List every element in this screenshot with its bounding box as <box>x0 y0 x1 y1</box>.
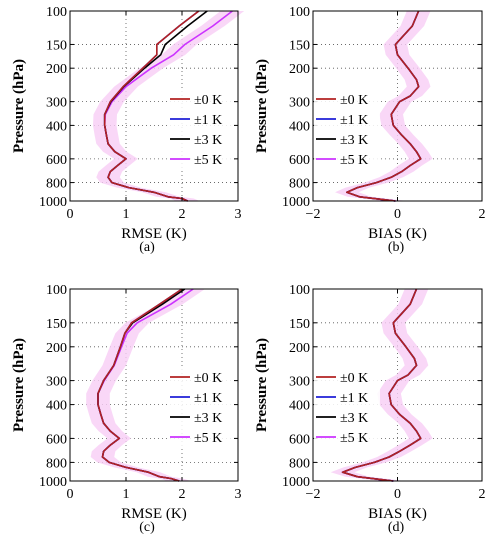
y-tick-label: 800 <box>46 456 67 471</box>
x-tick-label: 2 <box>479 487 486 502</box>
plot-frame <box>69 288 239 482</box>
legend-label: ±1 K <box>194 391 222 406</box>
legend-label: ±3 K <box>194 411 222 426</box>
y-tick-label: 100 <box>46 283 67 298</box>
y-tick-label: 150 <box>46 317 67 332</box>
y-tick-label: 600 <box>289 153 310 168</box>
uncertainty-band <box>330 289 433 481</box>
x-tick-label: 0 <box>67 207 74 222</box>
panel-c: 0 1 2 3 100 150 200 300 400 600 800 1000 RMSE (K) Pre… <box>11 283 242 535</box>
y-tick-label: 400 <box>46 119 67 134</box>
series-line-0KK <box>341 288 422 482</box>
legend-label: ±5 K <box>340 431 368 446</box>
y-tick-label: 600 <box>46 153 67 168</box>
uncertainty-band <box>86 289 205 481</box>
panel-a: 0 1 2 3 100 150 200 300 400 600 800 1000 RMSE (K) Pre… <box>11 5 245 255</box>
y-tick-label: 200 <box>46 341 67 356</box>
y-tick-label: 200 <box>289 62 310 77</box>
legend-label: ±0 K <box>194 93 222 108</box>
y-axis-label: Pressure (hPa) <box>254 59 270 153</box>
y-tick-label: 100 <box>289 283 310 298</box>
panel-caption: (c) <box>139 520 155 535</box>
y-tick-label: 400 <box>46 399 67 414</box>
y-tick-label: 300 <box>289 96 310 111</box>
legend-label: ±0 K <box>340 93 368 108</box>
y-axis-label: Pressure (hPa) <box>254 338 270 432</box>
x-tick-label: 1 <box>123 207 130 222</box>
legend-box <box>168 366 234 448</box>
x-axis-label: RMSE (K) <box>121 226 186 242</box>
y-tick-label: 200 <box>46 62 67 77</box>
y-tick-label: 100 <box>289 5 310 20</box>
uncertainty-band <box>93 11 245 201</box>
legend-label: ±5 K <box>340 153 368 168</box>
series-line-0KK <box>103 10 200 202</box>
y-tick-label: 800 <box>289 456 310 471</box>
y-tick-label: 400 <box>289 399 310 414</box>
x-axis-label: BIAS (K) <box>368 226 427 242</box>
y-tick-label: 150 <box>289 317 310 332</box>
x-axis-label: BIAS (K) <box>368 506 427 522</box>
x-tick-label: 2 <box>479 207 486 222</box>
legend-label: ±3 K <box>194 133 222 148</box>
panel-d: −2 0 2 100 150 200 300 400 600 800 1000 BIAS (K) Pre… <box>254 283 486 535</box>
x-tick-label: 1 <box>123 487 130 502</box>
x-tick-label: 2 <box>179 207 186 222</box>
y-tick-label: 600 <box>289 432 310 447</box>
legend-label: ±0 K <box>194 371 222 386</box>
legend-box <box>314 88 380 170</box>
legend-label: ±1 K <box>340 113 368 128</box>
y-tick-label: 800 <box>289 177 310 192</box>
panel-caption: (d) <box>388 520 405 535</box>
x-tick-label: −2 <box>306 207 321 222</box>
legend-box <box>168 88 234 170</box>
series-line-0KK <box>346 10 422 202</box>
series-line-0KK <box>97 288 183 482</box>
y-tick-label: 600 <box>46 432 67 447</box>
legend-label: ±3 K <box>340 133 368 148</box>
x-tick-label: −2 <box>306 487 321 502</box>
y-tick-label: 400 <box>289 119 310 134</box>
legend-label: ±1 K <box>340 391 368 406</box>
x-tick-label: 3 <box>235 207 242 222</box>
x-tick-label: 0 <box>394 487 401 502</box>
legend-box <box>314 366 380 448</box>
y-axis-label: Pressure (hPa) <box>11 59 27 153</box>
x-tick-label: 3 <box>235 487 242 502</box>
y-tick-label: 1000 <box>39 475 67 490</box>
y-tick-label: 150 <box>289 38 310 53</box>
y-tick-label: 300 <box>46 375 67 390</box>
legend-label: ±0 K <box>340 371 368 386</box>
y-tick-label: 200 <box>289 341 310 356</box>
y-tick-label: 150 <box>46 38 67 53</box>
uncertainty-band <box>335 11 433 201</box>
x-tick-label: 0 <box>67 487 74 502</box>
panel-caption: (a) <box>139 240 155 255</box>
x-tick-label: 2 <box>179 487 186 502</box>
legend-label: ±5 K <box>194 153 222 168</box>
y-tick-label: 100 <box>46 5 67 20</box>
y-tick-label: 300 <box>289 375 310 390</box>
y-tick-label: 1000 <box>282 475 310 490</box>
x-tick-label: 0 <box>394 207 401 222</box>
y-tick-label: 300 <box>46 96 67 111</box>
y-tick-label: 1000 <box>282 195 310 210</box>
panel-b: −2 0 2 100 150 200 300 400 600 800 1000 BIAS (K) Pre… <box>254 5 486 255</box>
y-axis-label: Pressure (hPa) <box>11 338 27 432</box>
y-tick-label: 800 <box>46 177 67 192</box>
legend-label: ±1 K <box>194 113 222 128</box>
panel-caption: (b) <box>388 240 405 255</box>
x-axis-label: RMSE (K) <box>121 506 186 522</box>
legend-label: ±5 K <box>194 431 222 446</box>
legend-label: ±3 K <box>340 411 368 426</box>
plot-frame <box>69 10 239 202</box>
y-tick-label: 1000 <box>39 195 67 210</box>
